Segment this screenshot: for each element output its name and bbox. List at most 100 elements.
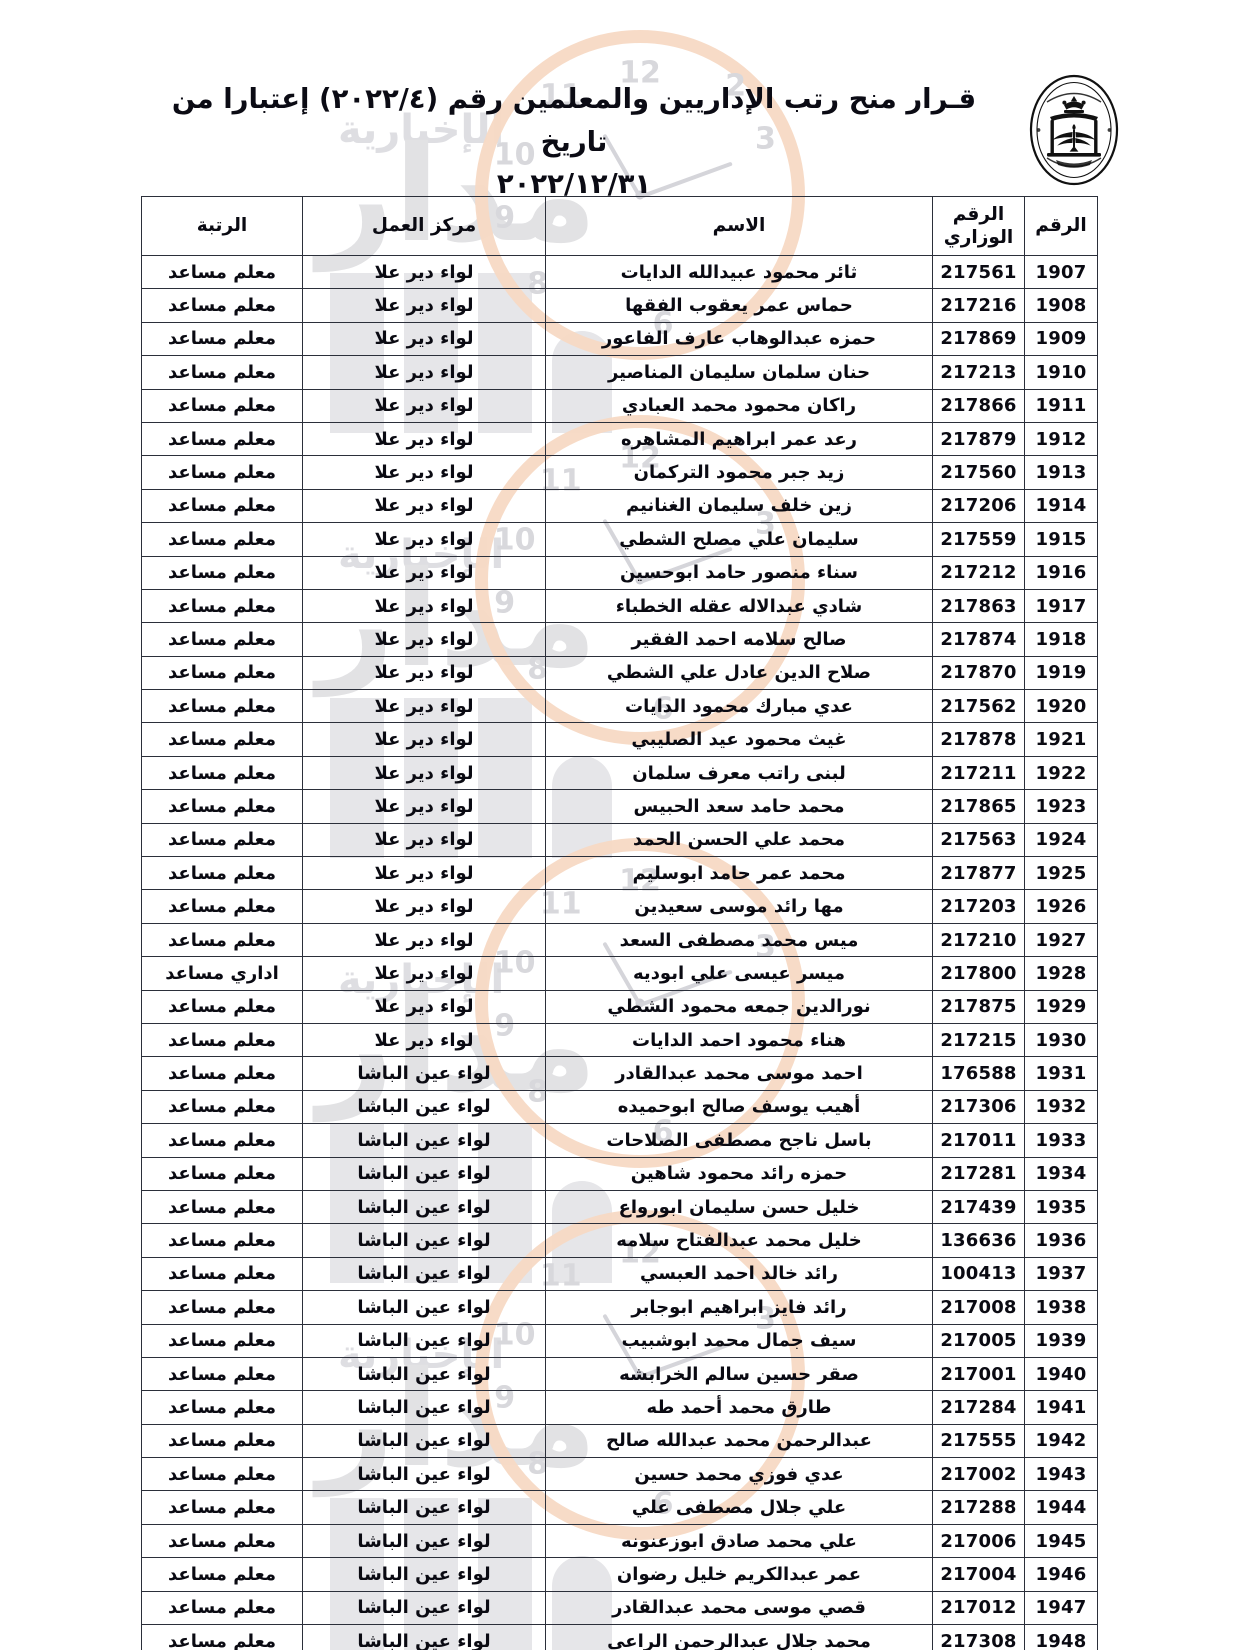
cell-work-center: لواء دير علا [302, 321, 546, 357]
cell-ministry-number: 217555 [932, 1423, 1025, 1459]
cell-name: حمزه رائد محمود شاهين [545, 1156, 933, 1191]
cell-work-center: لواء دير علا [302, 822, 546, 858]
cell-rank: معلم مساعد [141, 555, 303, 590]
cell-rank: معلم مساعد [141, 1457, 303, 1492]
table-row: 1920 217562 عدي مبارك محمود الدايات لواء دي… [141, 689, 1098, 724]
cell-number: 1948 [1024, 1624, 1098, 1650]
cell-number: 1926 [1024, 889, 1098, 924]
table-row: 1944 217288 علي جلال مصطفى علي لواء عين الب… [141, 1490, 1098, 1525]
cell-name: احمد موسى محمد عبدالقادر [545, 1056, 933, 1091]
cell-ministry-number: 217863 [932, 588, 1025, 624]
cell-rank: معلم مساعد [141, 856, 303, 891]
column-header-number: الرقم [1024, 196, 1098, 256]
cell-work-center: لواء عين الباشا [302, 1189, 546, 1225]
ministry-number-label-line2: الوزاري [943, 227, 1014, 248]
cell-number: 1910 [1024, 355, 1098, 390]
table-row: 1921 217878 غيث محمود عيد الصليبي لواء دير … [141, 722, 1098, 757]
cell-ministry-number: 217006 [932, 1523, 1025, 1559]
cell-name: غيث محمود عيد الصليبي [545, 722, 933, 757]
cell-rank: معلم مساعد [141, 1557, 303, 1592]
cell-number: 1945 [1024, 1523, 1098, 1559]
cell-name: علي جلال مصطفى علي [545, 1490, 933, 1525]
cell-rank: معلم مساعد [141, 822, 303, 858]
cell-work-center: لواء دير علا [302, 889, 546, 924]
cell-name: عدي فوزي محمد حسين [545, 1457, 933, 1492]
table-row: 1924 217563 محمد علي الحسن الحمد لواء دير ع… [141, 822, 1098, 858]
table-row: 1931 176588 احمد موسى محمد عبدالقادر لواء ع… [141, 1056, 1098, 1091]
cell-work-center: لواء عين الباشا [302, 1290, 546, 1325]
cell-number: 1939 [1024, 1323, 1098, 1358]
cell-name: خليل محمد عبدالفتاح سلامه [545, 1223, 933, 1258]
cell-work-center: لواء دير علا [302, 856, 546, 891]
cell-number: 1915 [1024, 522, 1098, 557]
cell-ministry-number: 217562 [932, 689, 1025, 724]
table-body: 1907 217561 ثائر محمود عبيدالله الدايات لوا… [141, 254, 1098, 1650]
table-row: 1929 217875 نورالدين جمعه محمود الشطي لواء … [141, 989, 1098, 1024]
cell-ministry-number: 217288 [932, 1490, 1025, 1525]
cell-number: 1914 [1024, 488, 1098, 524]
table-row: 1909 217869 حمزه عبدالوهاب عارف الفاعور لوا… [141, 321, 1098, 357]
cell-ministry-number: 217284 [932, 1390, 1025, 1425]
cell-name: رائد فايز ابراهيم ابوجابر [545, 1290, 933, 1325]
cell-work-center: لواء عين الباشا [302, 1490, 546, 1525]
cell-number: 1932 [1024, 1089, 1098, 1125]
table-row: 1919 217870 صلاح الدين عادل علي الشطي لواء … [141, 655, 1098, 691]
cell-rank: معلم مساعد [141, 1624, 303, 1650]
grades-table: الرقم الرقم الوزاري الاسم مركز العمل الر… [141, 196, 1098, 1650]
cell-number: 1930 [1024, 1022, 1098, 1058]
cell-ministry-number: 217210 [932, 922, 1025, 958]
cell-work-center: لواء دير علا [302, 956, 546, 991]
table-row: 1935 217439 خليل حسن سليمان ابورواع لواء عي… [141, 1189, 1098, 1225]
cell-work-center: لواء دير علا [302, 355, 546, 390]
ministry-seal-icon [1026, 72, 1122, 188]
table-row: 1917 217863 شادي عبدالاله عقله الخطباء لواء… [141, 588, 1098, 624]
page-title: قـرار منح رتب الإداريين والمعلمين رقم (٢… [140, 78, 1008, 206]
cell-rank: معلم مساعد [141, 1323, 303, 1358]
cell-work-center: لواء دير علا [302, 288, 546, 323]
cell-ministry-number: 217206 [932, 488, 1025, 524]
table-row: 1939 217005 سيف جمال محمد ابوشبيب لواء عين … [141, 1323, 1098, 1358]
cell-ministry-number: 176588 [932, 1056, 1025, 1091]
cell-ministry-number: 217001 [932, 1356, 1025, 1392]
table-row: 1916 217212 سناء منصور حامد ابوحسين لواء دي… [141, 555, 1098, 590]
cell-rank: معلم مساعد [141, 655, 303, 691]
table-row: 1914 217206 زين خلف سليمان الغنانيم لواء دي… [141, 488, 1098, 524]
cell-ministry-number: 217306 [932, 1089, 1025, 1125]
cell-rank: معلم مساعد [141, 1290, 303, 1325]
cell-name: محمد عمر حامد ابوسليم [545, 856, 933, 891]
cell-rank: معلم مساعد [141, 1189, 303, 1225]
cell-number: 1922 [1024, 755, 1098, 791]
cell-number: 1943 [1024, 1457, 1098, 1492]
cell-ministry-number: 217878 [932, 722, 1025, 757]
cell-rank: معلم مساعد [141, 789, 303, 824]
cell-work-center: لواء دير علا [302, 989, 546, 1024]
column-header-rank: الرتبة [141, 196, 303, 256]
cell-rank: معلم مساعد [141, 689, 303, 724]
table-row: 1941 217284 طارق محمد أحمد طه لواء عين البا… [141, 1390, 1098, 1425]
cell-name: أهيب يوسف صالح ابوحميده [545, 1089, 933, 1125]
cell-work-center: لواء دير علا [302, 488, 546, 524]
cell-name: حمزه عبدالوهاب عارف الفاعور [545, 321, 933, 357]
table-header-row: الرقم الرقم الوزاري الاسم مركز العمل الر… [141, 196, 1098, 256]
cell-rank: معلم مساعد [141, 588, 303, 624]
table-row: 1936 136636 خليل محمد عبدالفتاح سلامه لواء … [141, 1223, 1098, 1258]
cell-rank: معلم مساعد [141, 1089, 303, 1125]
cell-rank: معلم مساعد [141, 1022, 303, 1058]
cell-rank: اداري مساعد [141, 956, 303, 991]
cell-name: عمر عبدالكريم خليل رضوان [545, 1557, 933, 1592]
cell-ministry-number: 217559 [932, 522, 1025, 557]
cell-number: 1936 [1024, 1223, 1098, 1258]
cell-name: راكان محمود محمد العبادي [545, 388, 933, 423]
cell-name: صلاح الدين عادل علي الشطي [545, 655, 933, 691]
cell-name: رعد عمر ابراهيم المشاهره [545, 421, 933, 457]
cell-work-center: لواء عين الباشا [302, 1323, 546, 1358]
ministry-number-label-line1: الرقم [952, 203, 1005, 225]
cell-number: 1942 [1024, 1423, 1098, 1459]
cell-name: قصي موسى محمد عبدالقادر [545, 1590, 933, 1626]
cell-work-center: لواء عين الباشا [302, 1523, 546, 1559]
cell-number: 1908 [1024, 288, 1098, 323]
cell-work-center: لواء عين الباشا [302, 1423, 546, 1459]
cell-rank: معلم مساعد [141, 254, 303, 290]
cell-number: 1909 [1024, 321, 1098, 357]
